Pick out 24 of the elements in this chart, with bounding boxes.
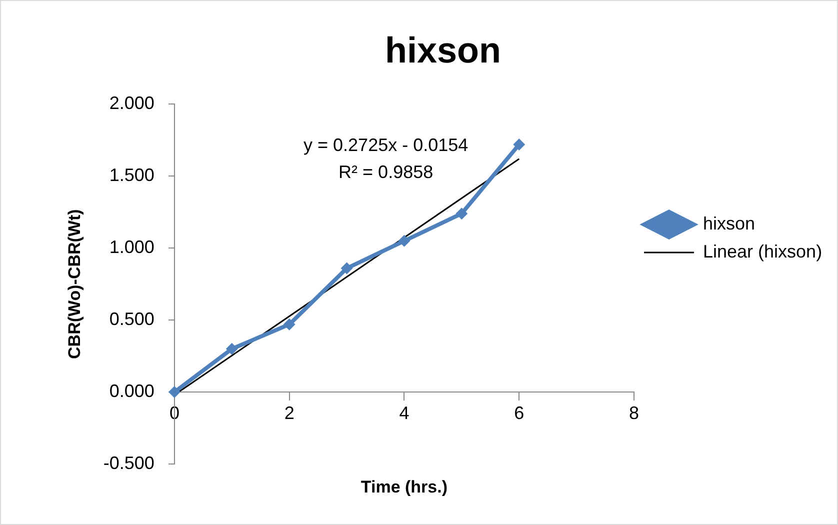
point: [340, 262, 353, 274]
point: [398, 234, 410, 247]
x-tick-label: 6: [514, 402, 524, 423]
legend-label: hixson: [703, 213, 756, 234]
point: [283, 318, 296, 330]
x-axis-title: Time (hrs.): [360, 478, 448, 497]
point: [456, 208, 468, 220]
y-tick-label: 2.000: [109, 93, 154, 114]
annotation: y = 0.2725x - 0.0154: [304, 135, 468, 156]
y-tick-label: 0.000: [109, 381, 154, 402]
legend-label: Linear (hixson): [703, 241, 822, 262]
chart-title: hixson: [384, 30, 502, 71]
point: [226, 342, 238, 355]
y-tick-label: 1.000: [109, 237, 154, 258]
y-tick-label: 0.500: [109, 309, 154, 330]
y-tick-label: 1.500: [109, 165, 154, 186]
annotation: R² = 0.9858: [338, 162, 434, 182]
point: [513, 138, 526, 150]
x-tick-label: 2: [284, 402, 294, 423]
point: [168, 386, 180, 398]
y-tick-label: -0.500: [103, 452, 154, 473]
x-tick-label: 4: [399, 402, 410, 423]
x-tick-label: 8: [628, 402, 640, 423]
y-axis-title: CBR(Wo)-CBR(Wt): [64, 209, 84, 359]
